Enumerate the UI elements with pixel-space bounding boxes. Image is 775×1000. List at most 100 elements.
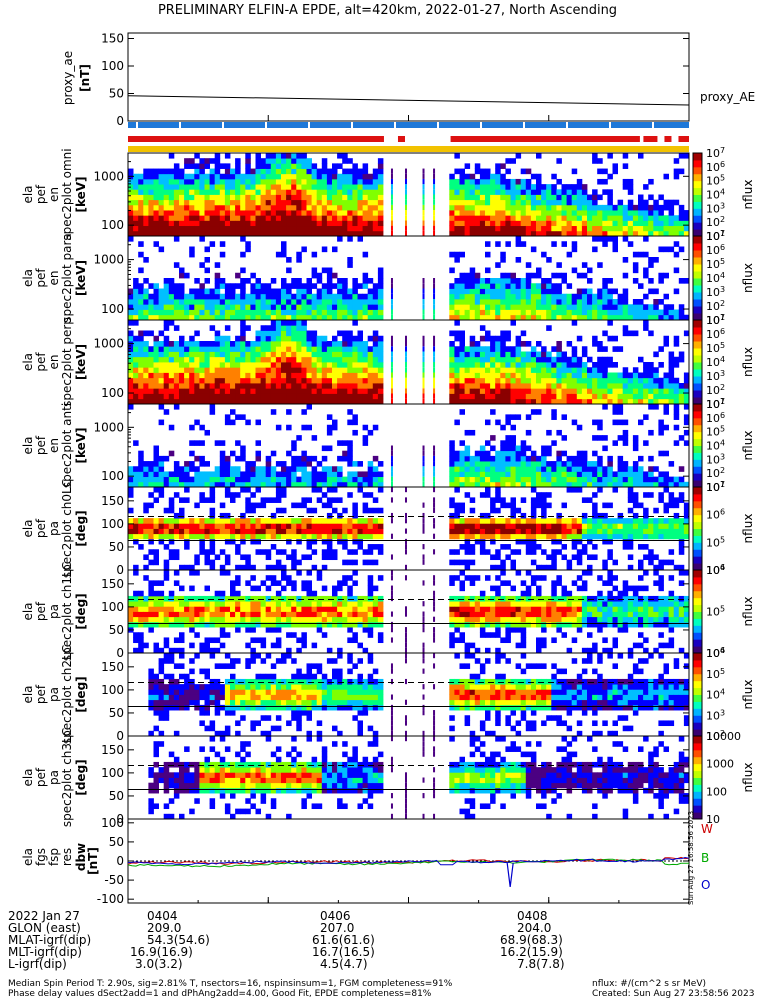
spec-para-cell	[143, 309, 149, 316]
spec-ch0LC-cell	[632, 492, 639, 498]
spec-para-cell	[255, 288, 261, 295]
spec-ch0LC-cell	[296, 518, 302, 524]
spec-omni-cell	[617, 204, 624, 211]
spec-perp-cell	[510, 388, 516, 394]
spec-perp-cell	[173, 356, 180, 363]
spec-perp-cell	[281, 367, 287, 373]
spec-anti-cell	[357, 481, 363, 488]
spec-anti-cell	[209, 476, 216, 483]
spec-ch0LC-cell	[663, 487, 669, 493]
spec-ch0LC-cell	[321, 528, 328, 535]
spec-omni-cell	[199, 199, 205, 206]
spec-omni-cell	[138, 230, 144, 237]
spec-perp-cell	[214, 383, 221, 389]
spec-anti-cell	[311, 455, 318, 462]
spec-anti-cell	[510, 414, 516, 420]
spec-anti-cell	[653, 481, 659, 488]
spec-omni-cell	[230, 173, 236, 180]
spec-perp-cell	[469, 362, 476, 368]
spec-anti-cell	[495, 461, 501, 467]
spec-para-cell	[485, 267, 491, 274]
spec-perp-cell	[367, 346, 374, 352]
spec-para-cell	[474, 288, 481, 295]
spec-anti-cell	[199, 440, 205, 446]
spec-perp-cell	[352, 320, 358, 326]
spec-perp-cell	[561, 356, 567, 363]
spec-omni-cell	[571, 230, 578, 237]
spec-ch0LC-cell	[551, 559, 557, 566]
spec-perp-cell	[581, 372, 588, 379]
spec-para-cell	[561, 299, 567, 305]
spec-anti-cell	[627, 471, 634, 478]
spec-para-cell	[184, 299, 190, 305]
spec-perp-cell	[260, 330, 267, 337]
spec-ch0LC-cell	[505, 502, 511, 509]
spec-perp-cell	[602, 383, 608, 389]
spec-perp-cell	[291, 398, 297, 405]
spec-ch0LC-cell	[454, 518, 460, 524]
spec-omni-cell	[128, 168, 134, 175]
spec-perp-cell	[530, 388, 537, 394]
spec-ch0LC-cell	[546, 528, 552, 535]
spec-ch0LC-cell	[270, 564, 277, 571]
spec-para-cell	[128, 236, 134, 242]
spec-anti-cell	[347, 419, 353, 426]
spec-para-cell	[673, 251, 680, 258]
spec-omni-cell	[321, 210, 328, 216]
spec-para-cell	[536, 309, 542, 316]
spec-para-cell	[179, 267, 185, 274]
spec-omni-cell	[587, 199, 593, 206]
spec-omni-cell	[474, 194, 481, 201]
spec-omni-cell	[474, 215, 481, 221]
spec-perp-cell	[173, 325, 180, 331]
spec-perp-cell	[250, 393, 256, 400]
spec-omni-cell	[581, 215, 588, 221]
spec-para-cell	[337, 314, 343, 321]
spec-perp-cell	[337, 346, 343, 352]
spec-ch0LC-cell	[326, 502, 333, 509]
spec-perp-cell	[316, 346, 323, 352]
spec-para-cell	[372, 283, 379, 289]
spec-perp-cell	[148, 362, 154, 368]
spec-omni-cell	[520, 178, 527, 185]
spec-omni-cell	[230, 230, 236, 237]
spec-para-cell	[632, 314, 639, 321]
spec-ch0LC-cell	[469, 507, 476, 514]
spec-anti-cell	[367, 429, 374, 436]
spec-anti-cell	[607, 466, 613, 472]
spec-anti-cell	[306, 461, 312, 467]
spec-para-cell	[173, 309, 180, 316]
spec-ch0LC-stripe	[404, 497, 407, 503]
spec-ch0LC-cell	[571, 518, 578, 524]
spec-para-cell	[133, 309, 139, 316]
status-bar-gap	[437, 122, 439, 128]
spec-ch0LC-cell	[367, 544, 374, 550]
spec-omni-cell	[286, 178, 292, 185]
spec-omni-cell	[240, 204, 246, 211]
spec-perp-cell	[449, 346, 455, 352]
spec-omni-cell	[658, 204, 664, 211]
spec-omni-cell	[500, 178, 506, 185]
spec-omni-cell	[245, 199, 251, 206]
spec-ch0LC-cell	[168, 554, 175, 561]
spec-ch1LC-cell	[143, 642, 149, 649]
spec-omni-cell	[230, 215, 236, 221]
spec-perp-cell	[347, 383, 353, 389]
spec-perp-cell	[525, 388, 532, 394]
spec-omni-cell	[622, 225, 629, 232]
spec-perp-cell	[143, 362, 149, 368]
spec-para-cell	[270, 278, 277, 284]
spec-perp-cell	[296, 383, 302, 389]
spec-anti-cell	[515, 476, 522, 483]
spec-perp-cell	[551, 372, 557, 379]
spec-omni-cell	[270, 168, 277, 175]
spec-perp-cell	[500, 388, 506, 394]
spec-perp-cell	[377, 335, 384, 342]
spec-para-cell	[612, 304, 618, 310]
spec-omni-cell	[469, 204, 476, 211]
spec-ch0LC-cell	[510, 523, 516, 529]
spec-ch0LC-cell	[362, 518, 369, 524]
spec-perp-cell	[184, 362, 190, 368]
spec-perp-cell	[510, 320, 516, 326]
spec-omni-cell	[255, 168, 261, 175]
